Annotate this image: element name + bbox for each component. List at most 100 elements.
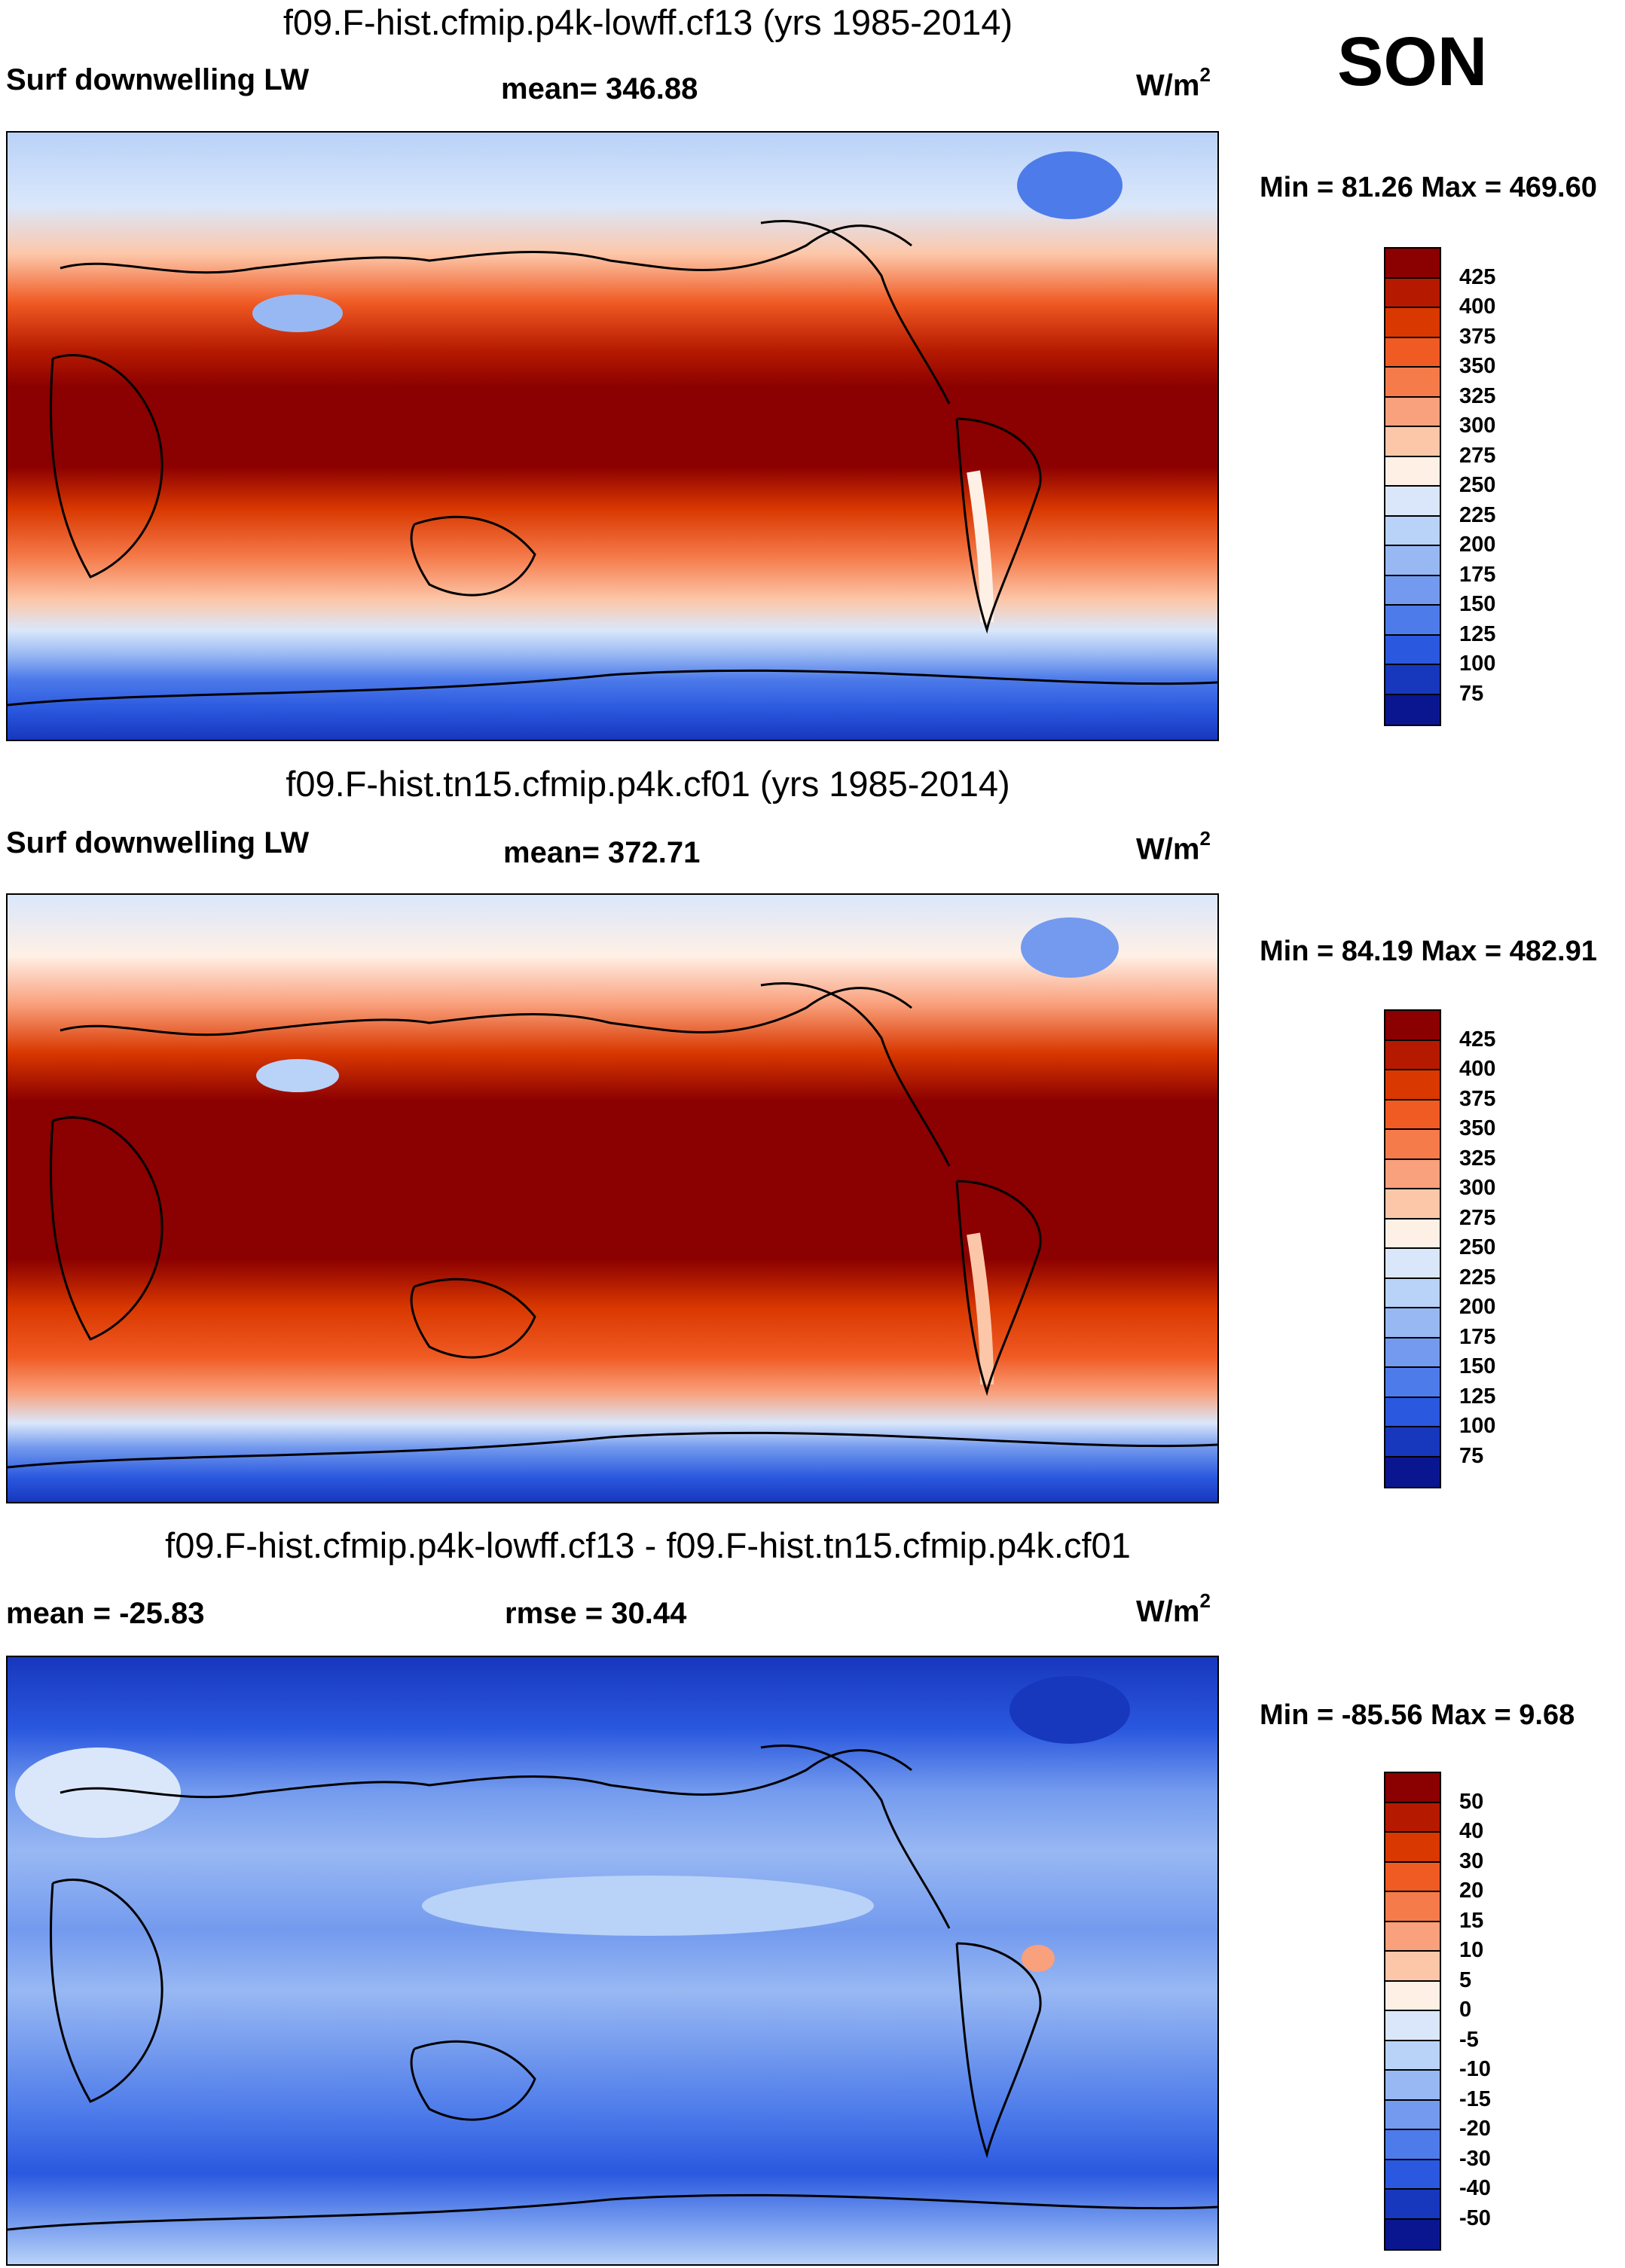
- panel-3-colorbar-swatch: [1385, 2190, 1440, 2220]
- panel-3-colorbar-tick: 15: [1459, 1908, 1484, 1933]
- panel-3-brazil-high: [1022, 1945, 1055, 1972]
- panel-2-eurasia-coast: [60, 987, 912, 1036]
- panel-2-colorbar-tick: 250: [1459, 1235, 1496, 1259]
- panel-1-colorbar-tick: 225: [1459, 502, 1496, 527]
- panel-1-colorbar-tick: 375: [1459, 324, 1496, 349]
- panel-1-africa-coast: [49, 354, 163, 578]
- panel-2-colorbar-tick: 175: [1459, 1324, 1496, 1349]
- panel-2-colorbar-tick: 400: [1459, 1057, 1496, 1081]
- panel-1-mean-label: mean= 346.88: [501, 72, 698, 105]
- panel-2-colorbar-swatch: [1385, 1189, 1440, 1219]
- panel-3-map-graphic: [7, 1657, 1218, 2264]
- panel-1-colorbar-swatch: [1385, 665, 1440, 695]
- panel-3-eurasia-coast: [60, 1749, 912, 1799]
- panel-3-colorbar-tick: -40: [1459, 2176, 1491, 2200]
- panel-3-colorbar-tick: 40: [1459, 1819, 1484, 1843]
- panel-1-andes: [967, 470, 994, 623]
- panel-2-map-graphic: [7, 895, 1218, 1502]
- panel-1-colorbar-swatch: [1385, 487, 1440, 517]
- panel-3-colorbar-tick: -20: [1459, 2117, 1491, 2141]
- panel-2-colorbar-swatch: [1385, 1457, 1440, 1487]
- panel-1-colorbar-swatch: [1385, 278, 1440, 308]
- panel-2-colorbar-tick: 325: [1459, 1146, 1496, 1171]
- panel-1-colorbar-swatch: [1385, 308, 1440, 338]
- panel-3-colorbar-tick: 50: [1459, 1789, 1484, 1814]
- panel-3-greenland-low: [1010, 1676, 1130, 1744]
- panel-1-title: f09.F-hist.cfmip.p4k-lowff.cf13 (yrs 198…: [283, 2, 1013, 42]
- panel-3-colorbar-swatch: [1385, 2130, 1440, 2160]
- panel-1-colorbar-swatch: [1385, 546, 1440, 576]
- panel-3-title: f09.F-hist.cfmip.p4k-lowff.cf13 - f09.F-…: [165, 1525, 1131, 1565]
- panel-2-colorbar-tick: 200: [1459, 1295, 1496, 1319]
- panel-3-colorbar-swatch: [1385, 1862, 1440, 1892]
- panel-3-colorbar-tick: -5: [1459, 2027, 1479, 2052]
- panel-1-colorbar-swatch: [1385, 575, 1440, 606]
- panel-2-andes: [967, 1232, 994, 1385]
- panel-3-north-america-coast: [760, 1744, 951, 1929]
- panel-2-south-america-coast: [955, 1180, 1042, 1397]
- panel-1-map: [6, 131, 1219, 741]
- panel-1-colorbar-tick: 300: [1459, 414, 1496, 438]
- panel-1-colorbar-tick: 425: [1459, 264, 1496, 289]
- panel-1-eurasia-coast: [60, 224, 912, 274]
- panel-3-colorbar-swatch: [1385, 1773, 1440, 1803]
- panel-3-colorbar-swatch: [1385, 2011, 1440, 2041]
- panel-2-colorbar-swatch: [1385, 1011, 1440, 1041]
- panel-2-australia-coast: [410, 1277, 536, 1359]
- season-label: SON: [1337, 23, 1488, 100]
- panel-2-colorbar-tick: 375: [1459, 1086, 1496, 1111]
- panel-1-colorbar-swatch: [1385, 397, 1440, 427]
- panel-1-colorbar-tick: 175: [1459, 562, 1496, 587]
- panel-3-colorbar-tick: 30: [1459, 1848, 1484, 1873]
- panel-1-map-graphic: [7, 133, 1218, 740]
- panel-3-colorbar-tick: -50: [1459, 2205, 1491, 2230]
- panel-1-north-america-coast: [760, 220, 951, 404]
- panel-2-colorbar-swatch: [1385, 1278, 1440, 1308]
- panel-1-greenland-low: [1017, 151, 1123, 219]
- panel-3-colorbar-tick: -10: [1459, 2057, 1491, 2081]
- panel-3-colorbar-swatch: [1385, 1802, 1440, 1833]
- panel-3-colorbar-tick: 20: [1459, 1879, 1484, 1903]
- panel-2-mean-label: mean= 372.71: [503, 836, 701, 869]
- panel-2-colorbar-tick: 425: [1459, 1027, 1496, 1052]
- panel-2-colorbar-tick: 100: [1459, 1414, 1496, 1438]
- panel-3-colorbar-tick: -15: [1459, 2086, 1491, 2111]
- panel-3-colorbar-swatch: [1385, 2071, 1440, 2101]
- panel-2-units: W/m2: [1136, 827, 1211, 866]
- panel-2-colorbar-tick: 275: [1459, 1205, 1496, 1230]
- panel-2-colorbar-swatch: [1385, 1249, 1440, 1279]
- panel-3-coastlines: [7, 1744, 1218, 2231]
- panel-3-colorbar-tick: -30: [1459, 2146, 1491, 2171]
- panel-2-colorbar-swatch: [1385, 1308, 1440, 1339]
- panel-2-colorbar-tick: 350: [1459, 1116, 1496, 1140]
- panel-2-colorbar-swatch: [1385, 1040, 1440, 1070]
- panel-2-field: [8, 895, 1217, 1502]
- panel-1-antarctica-coast: [7, 669, 1218, 707]
- panel-3-rmse-label: rmse = 30.44: [505, 1597, 687, 1630]
- panel-3-south-america-coast: [955, 1942, 1042, 2159]
- panel-3-colorbar-tick: 0: [1459, 1998, 1472, 2022]
- panel-2-colorbar-tick: 75: [1459, 1443, 1484, 1468]
- panel-1-colorbar-tick: 75: [1459, 681, 1484, 706]
- panel-2-minmax: Min = 84.19 Max = 482.91: [1260, 936, 1597, 967]
- panel-1-colorbar-tick: 275: [1459, 443, 1496, 468]
- panel-1-colorbar-swatch: [1385, 635, 1440, 665]
- panel-3-colorbar-tick: 10: [1459, 1938, 1484, 1962]
- panel-2-tibet-low: [256, 1059, 339, 1092]
- panel-1-colorbar-tick: 350: [1459, 354, 1496, 378]
- panel-1-south-america-coast: [955, 417, 1042, 634]
- panel-2-colorbar-tick: 225: [1459, 1265, 1496, 1290]
- panel-3-colorbar-swatch: [1385, 2160, 1440, 2190]
- panel-3-colorbar-swatch: [1385, 2219, 1440, 2249]
- panel-1-colorbar-tick: 250: [1459, 473, 1496, 497]
- panel-2-colorbar-swatch: [1385, 1397, 1440, 1427]
- panel-1-colorbar-swatch: [1385, 606, 1440, 636]
- panel-1-colorbar-swatch: [1385, 516, 1440, 546]
- panel-3-map: [6, 1656, 1219, 2266]
- panel-3-colorbar-swatch: [1385, 1892, 1440, 1922]
- panel-2-title: f09.F-hist.tn15.cfmip.p4k.cf01 (yrs 1985…: [286, 764, 1010, 804]
- panel-1-field: [8, 133, 1217, 740]
- panel-2-colorbar-tick: 300: [1459, 1176, 1496, 1200]
- panel-3-colorbar-swatch: [1385, 1981, 1440, 2011]
- panel-1-units: W/m2: [1136, 63, 1211, 102]
